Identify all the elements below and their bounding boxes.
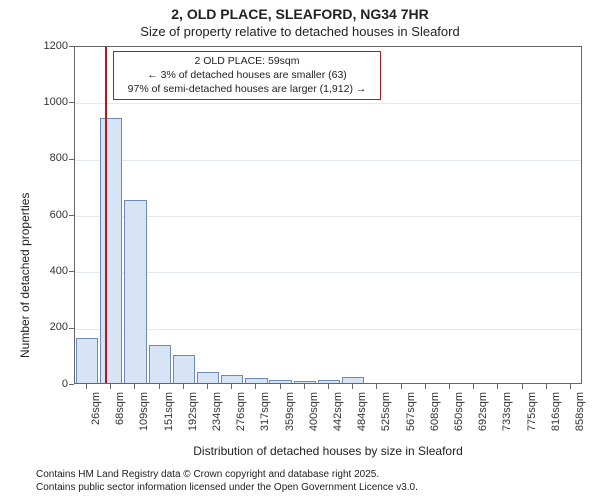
- y-tick-mark: [69, 159, 74, 160]
- x-tick-label: 442sqm: [332, 392, 344, 442]
- footnote: Contains HM Land Registry data © Crown c…: [36, 468, 600, 494]
- x-tick-label: 775sqm: [526, 392, 538, 442]
- x-tick-mark: [328, 384, 329, 389]
- annotation-box: 2 OLD PLACE: 59sqm← 3% of detached house…: [113, 51, 381, 100]
- y-tick-mark: [69, 328, 74, 329]
- y-tick-mark: [69, 46, 74, 47]
- x-tick-label: 733sqm: [501, 392, 513, 442]
- y-tick-label: 200: [32, 321, 68, 333]
- x-tick-mark: [497, 384, 498, 389]
- x-tick-mark: [473, 384, 474, 389]
- bar: [294, 381, 316, 383]
- x-tick-mark: [134, 384, 135, 389]
- x-tick-mark: [110, 384, 111, 389]
- x-tick-mark: [570, 384, 571, 389]
- x-tick-label: 276sqm: [235, 392, 247, 442]
- x-tick-mark: [425, 384, 426, 389]
- y-axis-label: Number of detached properties: [18, 193, 32, 358]
- x-tick-mark: [183, 384, 184, 389]
- x-tick-label: 816sqm: [550, 392, 562, 442]
- x-tick-label: 151sqm: [163, 392, 175, 442]
- y-tick-mark: [69, 384, 74, 385]
- chart-subtitle: Size of property relative to detached ho…: [0, 24, 600, 39]
- bar: [173, 355, 195, 383]
- annotation-line-3: 97% of semi-detached houses are larger (…: [120, 82, 374, 96]
- gridline: [75, 272, 581, 273]
- bar: [342, 377, 364, 383]
- y-tick-label: 0: [32, 378, 68, 390]
- gridline: [75, 329, 581, 330]
- x-tick-label: 400sqm: [308, 392, 320, 442]
- gridline: [75, 160, 581, 161]
- gridline: [75, 103, 581, 104]
- y-tick-label: 400: [32, 265, 68, 277]
- x-tick-mark: [352, 384, 353, 389]
- reference-line: [105, 47, 107, 383]
- footnote-line-2: Contains public sector information licen…: [36, 482, 418, 493]
- x-tick-label: 68sqm: [114, 392, 126, 442]
- x-tick-mark: [86, 384, 87, 389]
- bar: [149, 345, 171, 383]
- bar: [221, 375, 243, 383]
- bar: [245, 378, 267, 383]
- x-tick-label: 359sqm: [284, 392, 296, 442]
- x-tick-mark: [304, 384, 305, 389]
- annotation-line-2: ← 3% of detached houses are smaller (63): [120, 68, 374, 82]
- x-tick-label: 109sqm: [138, 392, 150, 442]
- y-tick-mark: [69, 215, 74, 216]
- x-tick-mark: [546, 384, 547, 389]
- y-tick-label: 800: [32, 152, 68, 164]
- x-axis-label: Distribution of detached houses by size …: [74, 444, 582, 458]
- x-tick-label: 484sqm: [356, 392, 368, 442]
- y-tick-label: 1000: [32, 96, 68, 108]
- chart-title: 2, OLD PLACE, SLEAFORD, NG34 7HR: [0, 6, 600, 22]
- x-tick-mark: [207, 384, 208, 389]
- x-tick-mark: [159, 384, 160, 389]
- x-tick-mark: [231, 384, 232, 389]
- bar: [76, 338, 98, 383]
- bar: [197, 372, 219, 383]
- x-tick-label: 317sqm: [259, 392, 271, 442]
- x-tick-label: 692sqm: [477, 392, 489, 442]
- x-tick-mark: [255, 384, 256, 389]
- y-tick-label: 600: [32, 209, 68, 221]
- x-tick-label: 234sqm: [211, 392, 223, 442]
- x-tick-mark: [376, 384, 377, 389]
- x-tick-mark: [401, 384, 402, 389]
- x-tick-mark: [522, 384, 523, 389]
- x-tick-label: 26sqm: [90, 392, 102, 442]
- y-tick-label: 1200: [32, 40, 68, 52]
- gridline: [75, 216, 581, 217]
- x-tick-label: 650sqm: [453, 392, 465, 442]
- x-tick-label: 567sqm: [405, 392, 417, 442]
- x-tick-label: 858sqm: [574, 392, 586, 442]
- annotation-line-1: 2 OLD PLACE: 59sqm: [120, 54, 374, 68]
- y-tick-mark: [69, 102, 74, 103]
- bar: [124, 200, 146, 383]
- x-tick-label: 525sqm: [380, 392, 392, 442]
- x-tick-label: 608sqm: [429, 392, 441, 442]
- y-tick-mark: [69, 271, 74, 272]
- footnote-line-1: Contains HM Land Registry data © Crown c…: [36, 469, 379, 480]
- x-tick-mark: [280, 384, 281, 389]
- bar: [100, 118, 122, 383]
- bar: [269, 380, 291, 383]
- plot-area: 2 OLD PLACE: 59sqm← 3% of detached house…: [74, 46, 582, 384]
- bar: [318, 380, 340, 383]
- x-tick-mark: [449, 384, 450, 389]
- x-tick-label: 192sqm: [187, 392, 199, 442]
